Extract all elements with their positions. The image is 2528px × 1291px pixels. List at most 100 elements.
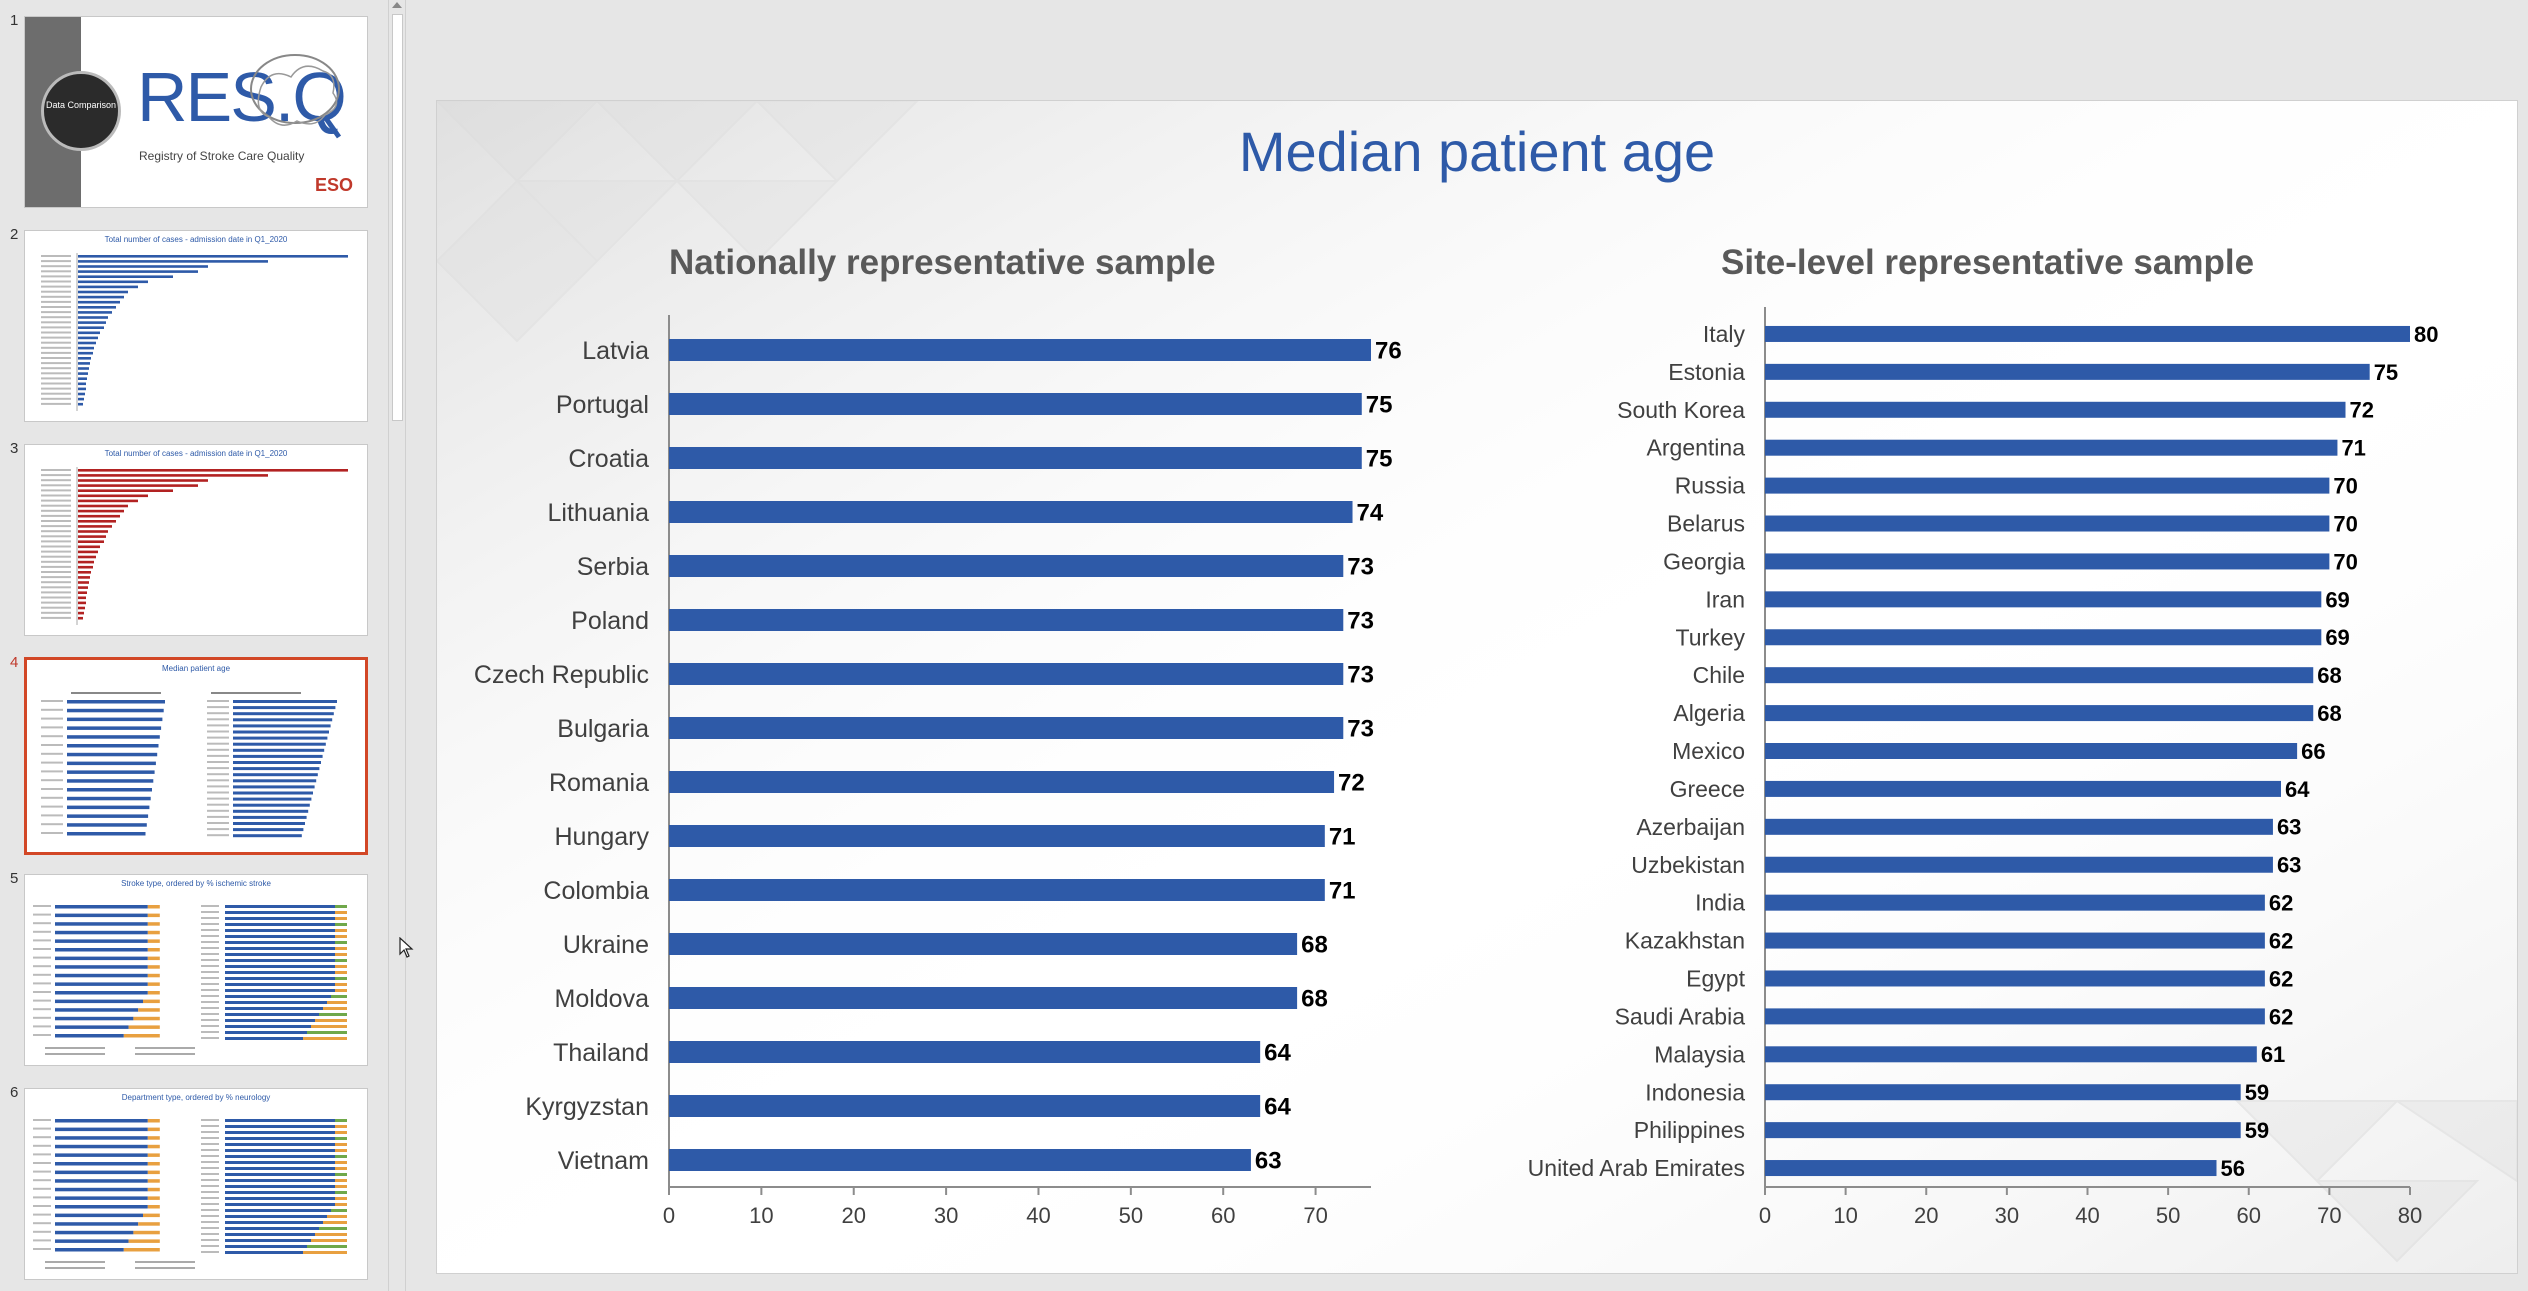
- slide-thumbnail-pane: 1 Data Comparison RES.Q Registry of Stro…: [0, 0, 376, 1291]
- thumbnail-chart: [33, 1119, 347, 1269]
- mini-bar: [335, 1173, 347, 1176]
- mini-bar: [147, 948, 160, 952]
- mini-bar: [78, 535, 106, 538]
- slide-thumbnail-6[interactable]: Department type, ordered by % neurology: [24, 1088, 368, 1280]
- x-tick-label: 50: [2156, 1203, 2180, 1228]
- mini-label: [41, 586, 71, 589]
- mini-bar: [78, 565, 93, 569]
- mini-bar: [233, 773, 318, 777]
- mini-bar: [225, 1203, 335, 1206]
- mini-bar: [225, 1143, 335, 1146]
- mini-bar: [128, 1239, 160, 1243]
- bar: [1765, 515, 2330, 532]
- left-chart-title[interactable]: Nationally representative sample: [669, 243, 1216, 282]
- mini-bar: [335, 929, 347, 932]
- slide-canvas[interactable]: Median patient age Nationally representa…: [436, 100, 2518, 1274]
- mini-bar: [55, 922, 148, 926]
- mini-bar: [78, 596, 86, 600]
- right-chart-title[interactable]: Site-level representative sample: [1721, 243, 2255, 282]
- mini-label: [41, 479, 71, 482]
- mini-label: [33, 1239, 51, 1242]
- mini-bar: [78, 270, 198, 273]
- thumbnail-scrollbar[interactable]: [388, 0, 406, 1291]
- value-label: 75: [1366, 392, 1393, 419]
- bar: [1765, 477, 2330, 494]
- mini-bar: [55, 1025, 129, 1029]
- bar: [1765, 1008, 2265, 1025]
- mini-bar: [307, 1245, 347, 1248]
- mini-label: [201, 929, 219, 931]
- slide-thumbnail-4[interactable]: Median patient age: [24, 657, 368, 855]
- mini-bar: [233, 803, 310, 807]
- mini-bar: [78, 606, 85, 610]
- value-label: 74: [1357, 500, 1384, 527]
- site-level-sample-bar-chart[interactable]: 0 10 20 30 40 50 60 70 80 Italy 80 Estonia 75 South K…: [437, 101, 2517, 1273]
- category-label: Hungary: [555, 823, 650, 851]
- value-label: 76: [1375, 338, 1402, 365]
- mini-bar: [78, 560, 94, 564]
- mini-bar: [225, 995, 331, 998]
- mini-bar: [233, 736, 328, 740]
- mini-label: [41, 336, 71, 339]
- x-tick-label: 20: [841, 1203, 865, 1228]
- mini-bar: [78, 484, 198, 487]
- mini-bar: [123, 1034, 160, 1038]
- mini-label: [201, 977, 219, 979]
- mini-bar: [335, 1149, 347, 1152]
- mini-bar: [225, 1119, 335, 1122]
- national-sample-bar-chart[interactable]: 0 10 20 30 40 50 60 70 Latvia 76 Portugal 75 Croatia…: [437, 101, 2517, 1273]
- mini-label: [41, 255, 71, 257]
- mini-bar: [225, 959, 335, 962]
- mini-bar: [319, 1227, 347, 1230]
- mini-bar: [225, 1191, 335, 1194]
- mini-label: [41, 700, 63, 702]
- category-label: Czech Republic: [474, 661, 649, 689]
- mini-label: [207, 834, 229, 837]
- mini-label: [201, 1209, 219, 1211]
- mini-bar: [233, 748, 325, 752]
- mini-bar: [233, 754, 323, 758]
- category-label: United Arab Emirates: [1528, 1155, 1745, 1181]
- mini-bar: [67, 735, 160, 739]
- x-tick-label: 0: [1759, 1203, 1771, 1228]
- x-tick-label: 30: [934, 1203, 958, 1228]
- slide-thumbnail-3[interactable]: Total number of cases - admission date i…: [24, 444, 368, 636]
- category-label: Argentina: [1647, 435, 1746, 461]
- mini-label: [41, 504, 71, 507]
- scroll-up-arrow-icon[interactable]: [392, 2, 402, 8]
- slide-thumbnail-5[interactable]: Stroke type, ordered by % ischemic strok…: [24, 874, 368, 1066]
- category-label: Saudi Arabia: [1615, 1003, 1746, 1029]
- mini-bar: [147, 913, 160, 918]
- mini-bar: [55, 1196, 148, 1200]
- value-label: 69: [2325, 587, 2349, 612]
- value-label: 69: [2325, 625, 2349, 650]
- mini-bar: [78, 525, 112, 528]
- mini-bar: [78, 571, 91, 574]
- mini-label: [33, 913, 51, 916]
- mini-label: [41, 300, 71, 303]
- scrollbar-thumb[interactable]: [392, 14, 403, 421]
- mini-label: [41, 708, 63, 711]
- mini-label: [41, 565, 71, 568]
- category-label: Italy: [1703, 321, 1746, 347]
- slide-thumbnail-1[interactable]: Data Comparison RES.Q Registry of Stroke…: [24, 16, 368, 208]
- slide-title[interactable]: Median patient age: [1238, 120, 1716, 183]
- mini-bar: [143, 1213, 160, 1218]
- value-label: 62: [2269, 966, 2293, 991]
- mini-label: [201, 965, 219, 967]
- mini-bar: [55, 982, 148, 986]
- mini-bar: [335, 965, 347, 968]
- category-label: South Korea: [1617, 397, 1745, 423]
- mini-label: [41, 735, 63, 738]
- category-label: Iran: [1705, 586, 1745, 612]
- category-label: Chile: [1693, 662, 1745, 688]
- mini-bar: [225, 971, 335, 974]
- mini-legend: [45, 1267, 105, 1269]
- bar: [669, 825, 1325, 847]
- slide-thumbnail-2[interactable]: Total number of cases - admission date i…: [24, 230, 368, 422]
- mini-label: [33, 982, 51, 985]
- mini-bar: [78, 474, 268, 477]
- bar: [1765, 780, 2281, 797]
- mini-legend: [135, 1261, 195, 1263]
- mini-label: [33, 1136, 51, 1139]
